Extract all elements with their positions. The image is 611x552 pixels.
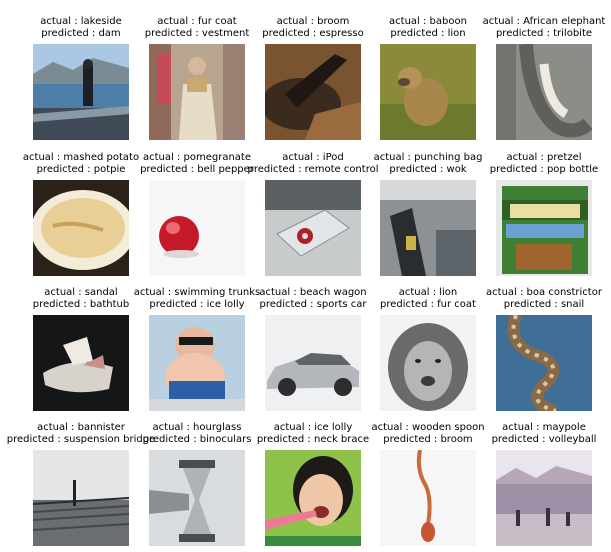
baboon-photo [380,44,476,140]
elephant-photo [496,44,592,140]
actual-label: actual : punching bag [373,152,483,163]
actual-label: actual : pretzel [506,152,582,163]
actual-label: actual : hourglass [152,422,242,433]
predicted-label: predicted : ice lolly [149,299,245,310]
predicted-label: predicted : remote control [247,164,379,175]
fur-coat-photo [149,44,245,140]
sandal-photo [33,315,129,411]
actual-label: actual : pomegranate [142,152,251,163]
actual-label: actual : maypole [502,422,586,433]
actual-label: actual : lion [398,287,458,298]
actual-label: actual : boa constrictor [486,287,602,298]
actual-label: actual : lakeside [40,16,122,27]
actual-label: actual : sandal [44,287,118,298]
predicted-label: predicted : suspension bridge [6,434,156,445]
lion-photo [380,315,476,411]
actual-label: actual : baboon [389,16,467,27]
actual-label: actual : beach wagon [259,287,367,298]
actual-label: actual : fur coat [157,16,237,27]
predicted-label: predicted : volleyball [491,434,597,445]
actual-label: actual : wooden spoon [371,422,485,433]
pretzel-bag-photo [496,180,592,276]
actual-label: actual : swimming trunks [133,287,261,298]
pomegranate-photo [149,180,245,276]
actual-label: actual : broom [276,16,350,27]
predicted-label: predicted : bathtub [32,299,130,310]
punching-bag-photo [380,180,476,276]
snake-photo [496,315,592,411]
actual-label: actual : ice lolly [273,422,353,433]
actual-label: actual : iPod [282,152,344,163]
predicted-label: predicted : pop bottle [489,164,599,175]
broom-photo [265,44,361,140]
predicted-label: predicted : trilobite [495,28,593,39]
car-photo [265,315,361,411]
actual-label: actual : African elephant [482,16,606,27]
ipod-photo [265,180,361,276]
predicted-label: predicted : wok [389,164,467,175]
baby-photo [149,315,245,411]
predicted-label: predicted : fur coat [380,299,476,310]
actual-label: actual : mashed potato [22,152,140,163]
predicted-label: predicted : vestment [144,28,250,39]
predicted-label: predicted : espresso [262,28,364,39]
predicted-label: predicted : neck brace [256,434,370,445]
predicted-label: predicted : binoculars [142,434,252,445]
predicted-label: predicted : dam [41,28,121,39]
predicted-label: predicted : bell pepper [140,164,254,175]
hourglass-photo [149,450,245,546]
predicted-label: predicted : lion [390,28,466,39]
predicted-label: predicted : potpie [36,164,126,175]
predicted-label: predicted : broom [383,434,473,445]
predicted-label: predicted : snail [503,299,585,310]
girl-ice-lolly-photo [265,450,361,546]
predicted-label: predicted : sports car [259,299,367,310]
wooden-spoon-photo [380,450,476,546]
maypole-photo [496,450,592,546]
lakeside-photo [33,44,129,140]
actual-label: actual : bannister [37,422,125,433]
bannister-photo [33,450,129,546]
mashed-potato-photo [33,180,129,276]
